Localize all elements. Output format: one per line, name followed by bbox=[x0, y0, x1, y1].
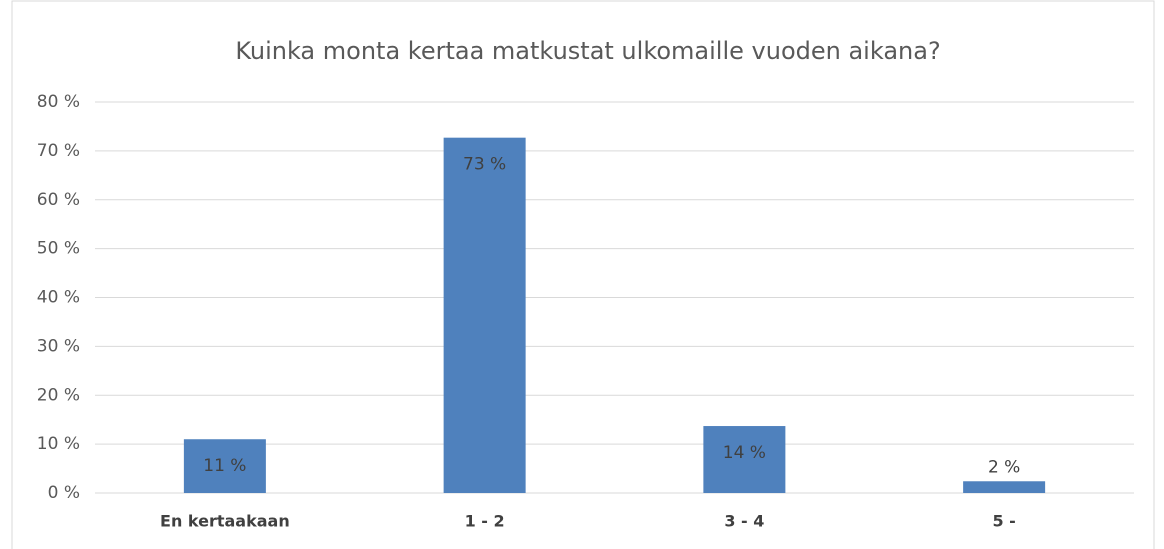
data-label: 14 % bbox=[723, 443, 766, 463]
y-tick-label: 40 % bbox=[37, 288, 80, 308]
chart-border bbox=[11, 0, 1155, 549]
bar bbox=[963, 481, 1046, 493]
bar bbox=[443, 137, 526, 493]
y-tick-label: 20 % bbox=[37, 385, 80, 405]
chart-title: Kuinka monta kertaa matkustat ulkomaille… bbox=[235, 37, 940, 65]
y-tick-label: 70 % bbox=[37, 141, 80, 161]
y-tick-label: 30 % bbox=[37, 336, 80, 356]
x-tick-label: 3 - 4 bbox=[724, 512, 764, 531]
y-tick-label: 60 % bbox=[37, 190, 80, 210]
data-label: 11 % bbox=[203, 456, 246, 476]
bar bbox=[183, 439, 266, 493]
data-label: 2 % bbox=[988, 457, 1020, 477]
y-tick-label: 10 % bbox=[37, 434, 80, 454]
data-label: 73 % bbox=[463, 155, 506, 175]
x-tick-label: 1 - 2 bbox=[465, 512, 505, 531]
bar bbox=[703, 426, 786, 493]
y-tick-label: 0 % bbox=[48, 483, 80, 503]
x-tick-label: 5 - bbox=[992, 512, 1015, 531]
y-tick-label: 50 % bbox=[37, 239, 80, 259]
x-tick-label: En kertaakaan bbox=[160, 512, 290, 531]
y-tick-label: 80 % bbox=[37, 92, 80, 112]
